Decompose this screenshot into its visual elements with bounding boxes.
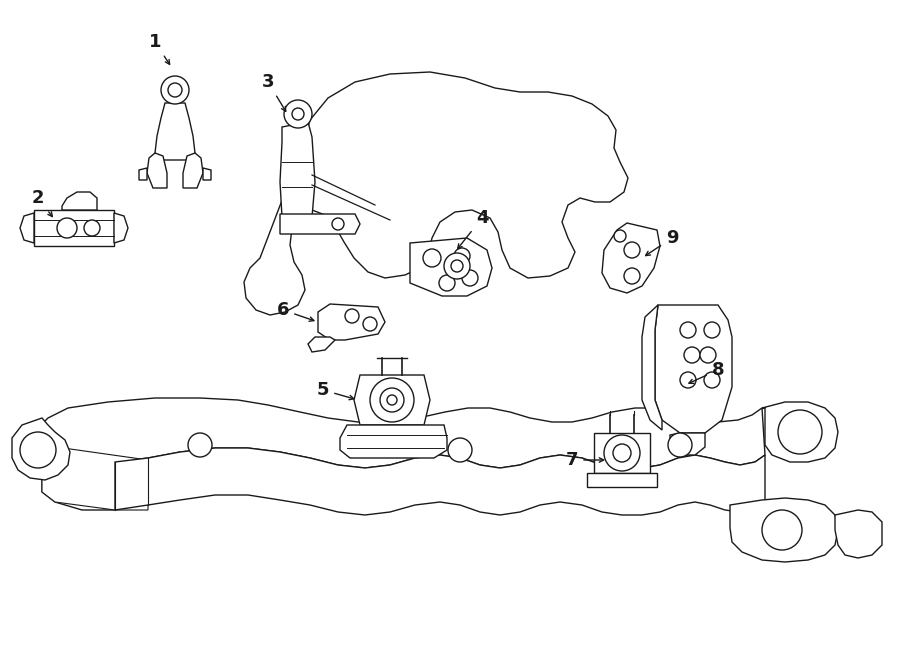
Circle shape bbox=[168, 83, 182, 97]
Circle shape bbox=[684, 347, 700, 363]
Circle shape bbox=[423, 249, 441, 267]
Circle shape bbox=[332, 218, 344, 230]
Circle shape bbox=[439, 275, 455, 291]
Circle shape bbox=[668, 433, 692, 457]
Polygon shape bbox=[318, 304, 385, 340]
Polygon shape bbox=[114, 213, 128, 243]
Polygon shape bbox=[12, 418, 70, 480]
Circle shape bbox=[700, 347, 716, 363]
Circle shape bbox=[448, 438, 472, 462]
Circle shape bbox=[451, 260, 463, 272]
Circle shape bbox=[380, 388, 404, 412]
Circle shape bbox=[614, 230, 626, 242]
Circle shape bbox=[284, 100, 312, 128]
Circle shape bbox=[604, 435, 640, 471]
Circle shape bbox=[613, 444, 631, 462]
Polygon shape bbox=[203, 168, 211, 180]
Text: 2: 2 bbox=[32, 189, 52, 217]
Polygon shape bbox=[410, 238, 492, 296]
Circle shape bbox=[704, 322, 720, 338]
Circle shape bbox=[84, 220, 100, 236]
Circle shape bbox=[363, 317, 377, 331]
Circle shape bbox=[387, 395, 397, 405]
Circle shape bbox=[680, 322, 696, 338]
Circle shape bbox=[624, 268, 640, 284]
Polygon shape bbox=[340, 425, 447, 458]
Text: 7: 7 bbox=[566, 451, 604, 469]
Polygon shape bbox=[42, 445, 148, 510]
Text: 1: 1 bbox=[148, 33, 169, 64]
Polygon shape bbox=[835, 510, 882, 558]
Text: 8: 8 bbox=[688, 361, 724, 383]
Polygon shape bbox=[115, 448, 765, 515]
Polygon shape bbox=[280, 122, 315, 227]
Polygon shape bbox=[594, 433, 650, 473]
Polygon shape bbox=[147, 153, 167, 188]
Polygon shape bbox=[587, 473, 657, 487]
Polygon shape bbox=[62, 192, 97, 210]
Text: 5: 5 bbox=[317, 381, 354, 400]
Polygon shape bbox=[34, 210, 114, 246]
Circle shape bbox=[345, 309, 359, 323]
Circle shape bbox=[680, 372, 696, 388]
Circle shape bbox=[188, 433, 212, 457]
Polygon shape bbox=[139, 168, 147, 180]
Polygon shape bbox=[655, 305, 732, 433]
Polygon shape bbox=[244, 72, 628, 315]
Polygon shape bbox=[40, 398, 765, 468]
Polygon shape bbox=[670, 433, 705, 455]
Polygon shape bbox=[602, 223, 660, 293]
Circle shape bbox=[444, 253, 470, 279]
Polygon shape bbox=[642, 305, 662, 430]
Text: 4: 4 bbox=[458, 209, 488, 249]
Circle shape bbox=[462, 270, 478, 286]
Text: 3: 3 bbox=[262, 73, 286, 111]
Polygon shape bbox=[730, 498, 838, 562]
Text: 6: 6 bbox=[277, 301, 314, 321]
Polygon shape bbox=[183, 153, 203, 188]
Circle shape bbox=[292, 108, 304, 120]
Text: 9: 9 bbox=[645, 229, 679, 256]
Polygon shape bbox=[42, 445, 115, 510]
Polygon shape bbox=[762, 402, 838, 462]
Circle shape bbox=[20, 432, 56, 468]
Polygon shape bbox=[280, 214, 360, 234]
Circle shape bbox=[762, 510, 802, 550]
Circle shape bbox=[370, 378, 414, 422]
Circle shape bbox=[624, 242, 640, 258]
Polygon shape bbox=[308, 337, 335, 352]
Circle shape bbox=[57, 218, 77, 238]
Circle shape bbox=[161, 76, 189, 104]
Polygon shape bbox=[155, 103, 195, 160]
Polygon shape bbox=[20, 213, 34, 243]
Circle shape bbox=[704, 372, 720, 388]
Circle shape bbox=[778, 410, 822, 454]
Polygon shape bbox=[354, 375, 430, 425]
Circle shape bbox=[454, 248, 470, 264]
